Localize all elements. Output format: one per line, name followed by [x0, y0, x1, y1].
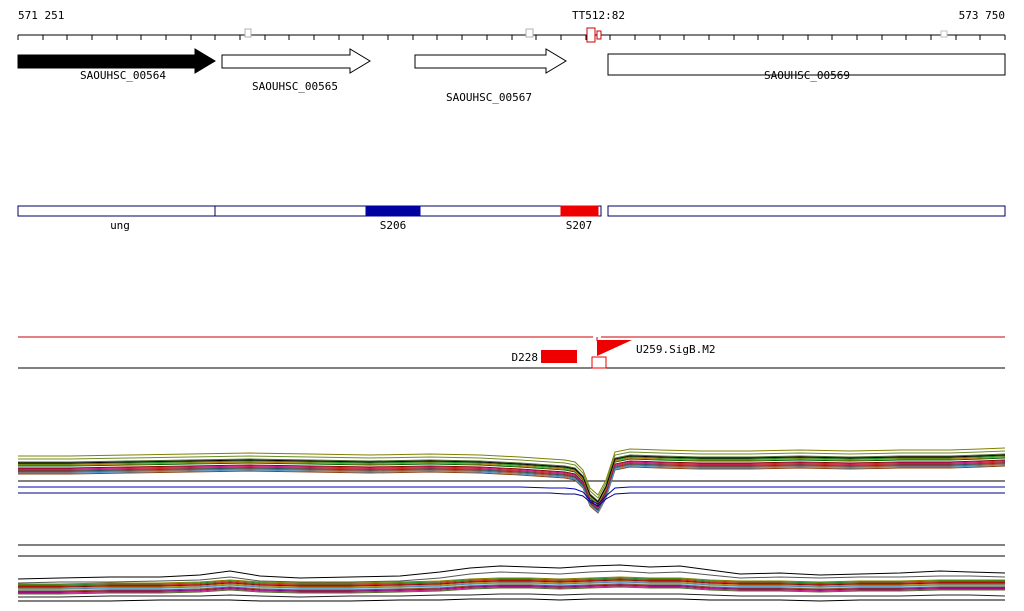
plot1-series-1 — [18, 450, 1006, 499]
ruler-marker[interactable] — [596, 30, 602, 40]
plot2-series-3 — [18, 579, 1005, 588]
plot1-series-12 — [18, 454, 1006, 503]
gene-SAOUHSC_00569[interactable] — [607, 53, 1006, 76]
plot1-series-11 — [18, 462, 1006, 511]
gene-label: SAOUHSC_00565 — [252, 80, 338, 93]
feature-label: U259.SigB.M2 — [636, 343, 715, 356]
region-block-S207[interactable] — [560, 205, 599, 217]
plot1-series-0 — [18, 447, 1006, 496]
region-box[interactable] — [607, 205, 1006, 217]
plot2-series-7 — [18, 583, 1005, 592]
gene-SAOUHSC_00564[interactable] — [17, 48, 216, 74]
plot2-series-10 — [18, 586, 1005, 595]
plot2-series-9 — [18, 585, 1005, 594]
plot2-series-2 — [18, 578, 1005, 587]
plot2-series-1 — [18, 577, 1005, 586]
plot2-series-5 — [18, 581, 1005, 590]
ruler-marker[interactable] — [244, 28, 252, 38]
gene-SAOUHSC_00567[interactable] — [414, 48, 567, 74]
region-block-S206[interactable] — [365, 205, 421, 217]
plot2-series-14 — [18, 598, 1005, 602]
plot2-series-6 — [18, 582, 1005, 591]
plot1-series-15 — [18, 492, 1005, 507]
plot1-series-14 — [18, 486, 1005, 505]
plot2-series-4 — [18, 580, 1005, 589]
feature-label: D228 — [512, 351, 539, 364]
plot1-series-10 — [18, 460, 1006, 509]
plot2-series-12 — [17, 564, 1006, 580]
plot2-series-8 — [18, 584, 1005, 593]
region-label: ung — [110, 219, 130, 232]
plot2-series-13 — [18, 593, 1006, 598]
plot2-series-0 — [18, 576, 1005, 585]
region-box[interactable] — [17, 205, 602, 217]
plot2-series-11 — [17, 570, 1006, 584]
gene-SAOUHSC_00565[interactable] — [221, 48, 371, 74]
ruler-start-coordinate: 571 251 — [18, 9, 65, 22]
plot1-series-9 — [18, 456, 1006, 505]
gene-label: SAOUHSC_00569 — [764, 69, 850, 82]
feature-open-box[interactable] — [591, 356, 607, 369]
feature-D228[interactable] — [541, 350, 577, 363]
region-block-label: S207 — [566, 219, 593, 232]
ruler-marker[interactable] — [940, 30, 948, 38]
ruler-end-coordinate: 573 750 — [958, 9, 1005, 22]
ruler-marker[interactable] — [525, 28, 534, 38]
ruler-feature-label: TT512:82 — [572, 9, 625, 22]
region-block-label: S206 — [380, 219, 407, 232]
gene-label: SAOUHSC_00567 — [446, 91, 532, 104]
gene-label: SAOUHSC_00564 — [80, 69, 166, 82]
ruler-marker[interactable] — [586, 27, 596, 43]
feature-U259.SigB.M2[interactable] — [597, 340, 632, 356]
